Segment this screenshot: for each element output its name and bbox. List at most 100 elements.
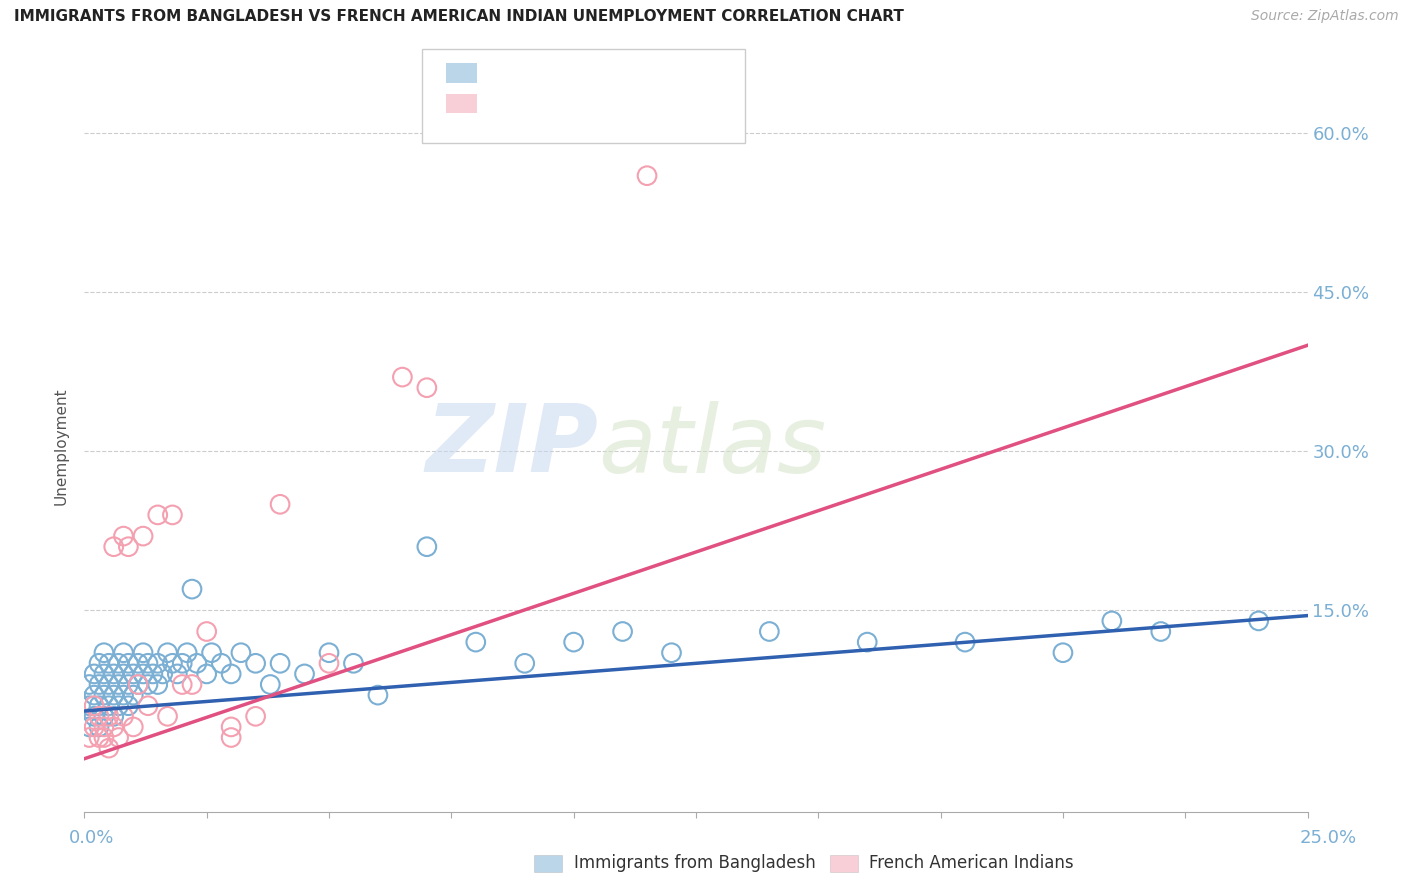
Point (87, 731, 110, 745)
Point (83, 709, 105, 723)
Point (146, 657, 169, 671)
Point (97, 657, 120, 671)
Point (93, 720, 115, 734)
Point (107, 657, 129, 671)
Point (87, 657, 110, 671)
Point (367, 688, 389, 702)
Text: French American Indians: French American Indians (869, 855, 1074, 872)
Point (172, 657, 194, 671)
Point (562, 635, 585, 649)
Point (83, 667, 105, 681)
Point (107, 677, 129, 691)
Point (146, 508, 169, 522)
Point (1101, 614, 1123, 628)
Point (612, 624, 634, 639)
Point (93, 731, 115, 745)
Point (294, 667, 316, 681)
Point (112, 688, 135, 702)
Point (209, 657, 232, 671)
Point (269, 497, 291, 511)
Point (122, 720, 145, 734)
Point (122, 688, 145, 702)
Point (112, 667, 135, 681)
Point (127, 677, 149, 691)
Point (856, 635, 879, 649)
Text: ZIP: ZIP (425, 400, 598, 492)
Point (103, 720, 125, 734)
Point (117, 698, 139, 713)
Text: R = 0.756   N = 33: R = 0.756 N = 33 (491, 95, 675, 112)
Point (77, 698, 100, 713)
Point (87, 677, 110, 691)
Point (87, 698, 110, 713)
Point (245, 657, 267, 671)
Point (229, 646, 252, 660)
Point (181, 677, 204, 691)
Point (162, 508, 184, 522)
Point (176, 646, 198, 660)
Point (83, 698, 105, 713)
Point (93, 646, 115, 660)
Point (1052, 646, 1074, 660)
Point (146, 677, 169, 691)
Point (103, 667, 125, 681)
Point (107, 731, 129, 745)
Point (318, 657, 340, 671)
Point (136, 698, 159, 713)
Point (416, 381, 439, 395)
Point (103, 709, 125, 723)
Point (117, 540, 139, 554)
Point (112, 646, 135, 660)
Point (103, 688, 125, 702)
Point (117, 677, 139, 691)
Point (136, 657, 159, 671)
Point (97, 677, 120, 691)
Point (195, 624, 218, 639)
Text: R = 0.429   N = 73: R = 0.429 N = 73 (491, 64, 675, 82)
Point (127, 657, 149, 671)
Point (122, 667, 145, 681)
Text: IMMIGRANTS FROM BANGLADESH VS FRENCH AMERICAN INDIAN UNEMPLOYMENT CORRELATION CH: IMMIGRANTS FROM BANGLADESH VS FRENCH AME… (14, 9, 904, 24)
Point (200, 646, 222, 660)
Point (219, 667, 242, 681)
Point (416, 540, 439, 554)
Y-axis label: Unemployment: Unemployment (53, 387, 69, 505)
Text: Immigrants from Bangladesh: Immigrants from Bangladesh (574, 855, 815, 872)
Point (318, 646, 340, 660)
Point (83, 720, 105, 734)
Point (127, 677, 149, 691)
Point (136, 677, 159, 691)
Point (156, 709, 179, 723)
Point (93, 688, 115, 702)
Text: Source: ZipAtlas.com: Source: ZipAtlas.com (1251, 9, 1399, 23)
Point (181, 582, 204, 596)
Point (132, 529, 155, 543)
Point (87, 720, 110, 734)
Point (162, 657, 184, 671)
Point (103, 540, 125, 554)
Point (166, 667, 188, 681)
Text: atlas: atlas (598, 401, 827, 491)
Point (195, 667, 218, 681)
Point (661, 646, 683, 660)
Point (464, 635, 486, 649)
Point (97, 698, 120, 713)
Point (93, 709, 115, 723)
Point (107, 698, 129, 713)
Point (132, 667, 155, 681)
Point (186, 657, 208, 671)
Point (758, 624, 780, 639)
Point (117, 657, 139, 671)
Point (219, 720, 242, 734)
Point (245, 709, 267, 723)
Point (342, 657, 364, 671)
Point (269, 657, 291, 671)
Point (112, 529, 135, 543)
Text: 0.0%: 0.0% (69, 829, 114, 847)
Point (172, 677, 194, 691)
Point (156, 646, 179, 660)
Point (513, 657, 536, 671)
Point (636, 169, 658, 183)
Text: 25.0%: 25.0% (1301, 829, 1357, 847)
Point (1247, 614, 1270, 628)
